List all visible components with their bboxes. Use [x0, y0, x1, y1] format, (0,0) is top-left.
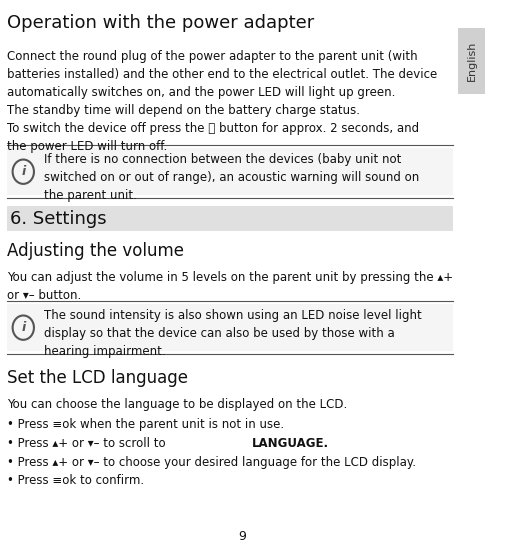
Text: The standby time will depend on the battery charge status.
To switch the device : The standby time will depend on the batt… — [7, 104, 419, 153]
Text: You can adjust the volume in 5 levels on the parent unit by pressing the ▴+
or ▾: You can adjust the volume in 5 levels on… — [7, 271, 454, 302]
Text: Connect the round plug of the power adapter to the parent unit (with
batteries i: Connect the round plug of the power adap… — [7, 50, 438, 99]
Text: Adjusting the volume: Adjusting the volume — [7, 242, 184, 260]
Text: • Press ≡ok when the parent unit is not in use.: • Press ≡ok when the parent unit is not … — [7, 418, 285, 431]
Text: You can choose the language to be displayed on the LCD.: You can choose the language to be displa… — [7, 398, 347, 411]
Text: If there is no connection between the devices (baby unit not
switched on or out : If there is no connection between the de… — [44, 153, 419, 202]
Text: Set the LCD language: Set the LCD language — [7, 369, 188, 388]
FancyBboxPatch shape — [7, 148, 454, 195]
FancyBboxPatch shape — [458, 28, 485, 94]
Text: i: i — [21, 165, 25, 178]
Text: • Press ≡ok to confirm.: • Press ≡ok to confirm. — [7, 474, 144, 488]
Text: English: English — [467, 40, 477, 81]
FancyBboxPatch shape — [7, 206, 454, 231]
FancyBboxPatch shape — [7, 304, 454, 351]
Text: LANGUAGE.: LANGUAGE. — [252, 437, 329, 450]
Text: Operation with the power adapter: Operation with the power adapter — [7, 14, 315, 32]
Text: The sound intensity is also shown using an LED noise level light
display so that: The sound intensity is also shown using … — [44, 309, 421, 358]
Text: 6. Settings: 6. Settings — [10, 210, 106, 228]
Text: • Press ▴+ or ▾– to choose your desired language for the LCD display.: • Press ▴+ or ▾– to choose your desired … — [7, 456, 416, 469]
Text: • Press ▴+ or ▾– to scroll to: • Press ▴+ or ▾– to scroll to — [7, 437, 169, 450]
Text: 9: 9 — [239, 530, 247, 543]
Text: i: i — [21, 321, 25, 334]
